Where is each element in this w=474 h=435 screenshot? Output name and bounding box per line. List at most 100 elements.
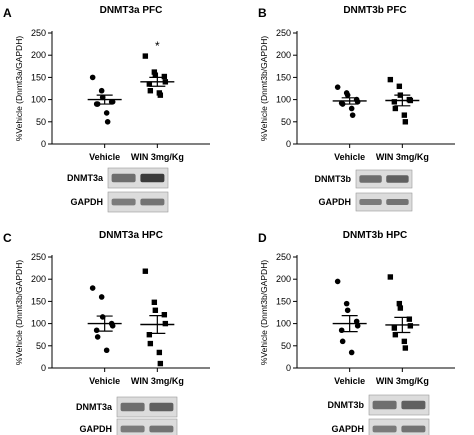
panel-title: DNMT3a HPC xyxy=(99,230,163,241)
data-point xyxy=(142,53,149,59)
blot-band xyxy=(120,402,145,412)
data-point xyxy=(98,294,105,300)
blot-strip xyxy=(355,169,413,189)
data-point xyxy=(349,112,356,118)
y-tick-label: 50 xyxy=(36,117,46,127)
x-tick-label: WIN 3mg/Kg xyxy=(131,152,184,162)
data-point xyxy=(387,274,394,280)
blot-band xyxy=(372,400,397,410)
data-point xyxy=(407,323,414,329)
x-tick-label: WIN 3mg/Kg xyxy=(376,376,429,386)
y-tick-label: 200 xyxy=(276,50,291,60)
data-point xyxy=(334,278,341,285)
series-0 xyxy=(332,278,367,356)
blot-band xyxy=(120,425,145,433)
blot-band xyxy=(372,425,397,433)
y-tick-label: 200 xyxy=(31,274,46,284)
data-point xyxy=(339,338,346,345)
y-tick-label: 50 xyxy=(281,117,291,127)
data-point xyxy=(344,307,351,314)
data-point xyxy=(94,334,101,340)
y-axis-title: %Vehicle (Dnmt3b/GAPDH) xyxy=(259,260,269,366)
y-axis-title: %Vehicle (Dnmt3b/GAPDH) xyxy=(259,36,269,142)
blot-strip xyxy=(116,396,178,418)
blot-band xyxy=(111,198,136,206)
data-point xyxy=(406,316,413,322)
data-point xyxy=(147,88,154,94)
x-tick-label: Vehicle xyxy=(334,152,365,162)
blot-band xyxy=(386,175,409,183)
y-axis-title: %Vehicle (Dnmt3b/GAPDH) xyxy=(14,260,24,366)
blot-strip xyxy=(107,167,169,189)
blot-band xyxy=(140,173,165,183)
y-tick-label: 250 xyxy=(276,28,291,38)
y-tick-label: 100 xyxy=(31,95,46,105)
data-point xyxy=(157,92,164,98)
x-tick-label: WIN 3mg/Kg xyxy=(131,376,184,386)
y-tick-label: 100 xyxy=(276,319,291,329)
data-point xyxy=(157,360,164,367)
western-blot: DNMT3a GAPDH xyxy=(67,167,169,213)
y-tick-label: 50 xyxy=(281,341,291,351)
data-point xyxy=(348,105,355,112)
data-point xyxy=(146,81,153,87)
data-point xyxy=(156,349,163,356)
data-point xyxy=(99,94,106,101)
data-point xyxy=(401,112,408,118)
x-tick-label: Vehicle xyxy=(334,376,365,386)
panel-title: DNMT3b PFC xyxy=(343,5,406,16)
y-axis-title: %Vehicle (Dnmt3a/GAPDH) xyxy=(14,36,24,142)
blot-band xyxy=(359,198,382,206)
blot-strip xyxy=(355,192,413,212)
panel-c: C DNMT3a HPC 0 50 100 150 200 250 Vehicle WIN 3mg… xyxy=(3,230,210,435)
data-point xyxy=(151,299,158,305)
data-point xyxy=(392,105,399,112)
data-point xyxy=(391,99,398,105)
panel-a: A DNMT3a PFC 0 50 100 150 200 250 Vehicle WIN 3mg… xyxy=(3,5,210,213)
data-point xyxy=(152,307,159,313)
blot-label: GAPDH xyxy=(318,197,351,207)
panel-letter: A xyxy=(3,6,12,20)
data-point xyxy=(109,323,116,329)
data-point xyxy=(338,327,345,334)
series-1 xyxy=(385,76,420,125)
data-point xyxy=(103,110,110,116)
panel-letter: B xyxy=(258,6,267,20)
y-tick-label: 0 xyxy=(41,363,46,373)
series-1 xyxy=(140,53,175,98)
data-point xyxy=(348,349,355,356)
y-tick-label: 150 xyxy=(31,72,46,82)
blot-label: DNMT3a xyxy=(67,173,104,183)
blot-label: DNMT3b xyxy=(328,400,365,410)
series-0 xyxy=(87,74,122,125)
data-point xyxy=(391,325,398,331)
panel-title: DNMT3a PFC xyxy=(100,5,163,16)
y-tick-label: 0 xyxy=(286,363,291,373)
data-point xyxy=(142,268,149,274)
data-point xyxy=(98,87,105,94)
y-tick-label: 100 xyxy=(31,319,46,329)
y-tick-label: 250 xyxy=(31,252,46,262)
blot-label: GAPDH xyxy=(331,424,364,434)
data-point xyxy=(161,312,168,318)
series-1 xyxy=(140,268,175,367)
data-point xyxy=(93,327,100,334)
x-tick-label: WIN 3mg/Kg xyxy=(376,152,429,162)
data-point xyxy=(402,345,409,351)
blot-label: GAPDH xyxy=(70,197,103,207)
y-tick-label: 150 xyxy=(276,296,291,306)
data-point xyxy=(334,84,341,90)
y-tick-label: 50 xyxy=(36,341,46,351)
series-1 xyxy=(385,274,420,351)
panel-b: B DNMT3b PFC 0 50 100 150 200 250 Vehicle WIN 3mg… xyxy=(258,5,455,212)
blot-band xyxy=(111,173,136,183)
data-point xyxy=(151,69,158,75)
data-point xyxy=(147,340,154,347)
y-tick-label: 150 xyxy=(31,296,46,306)
data-point xyxy=(392,332,399,338)
blot-band xyxy=(401,425,426,433)
data-point xyxy=(343,300,350,307)
series-0 xyxy=(332,84,367,118)
panel-d: D DNMT3b HPC 0 50 100 150 200 250 Vehicle WIN 3mg… xyxy=(258,230,455,435)
